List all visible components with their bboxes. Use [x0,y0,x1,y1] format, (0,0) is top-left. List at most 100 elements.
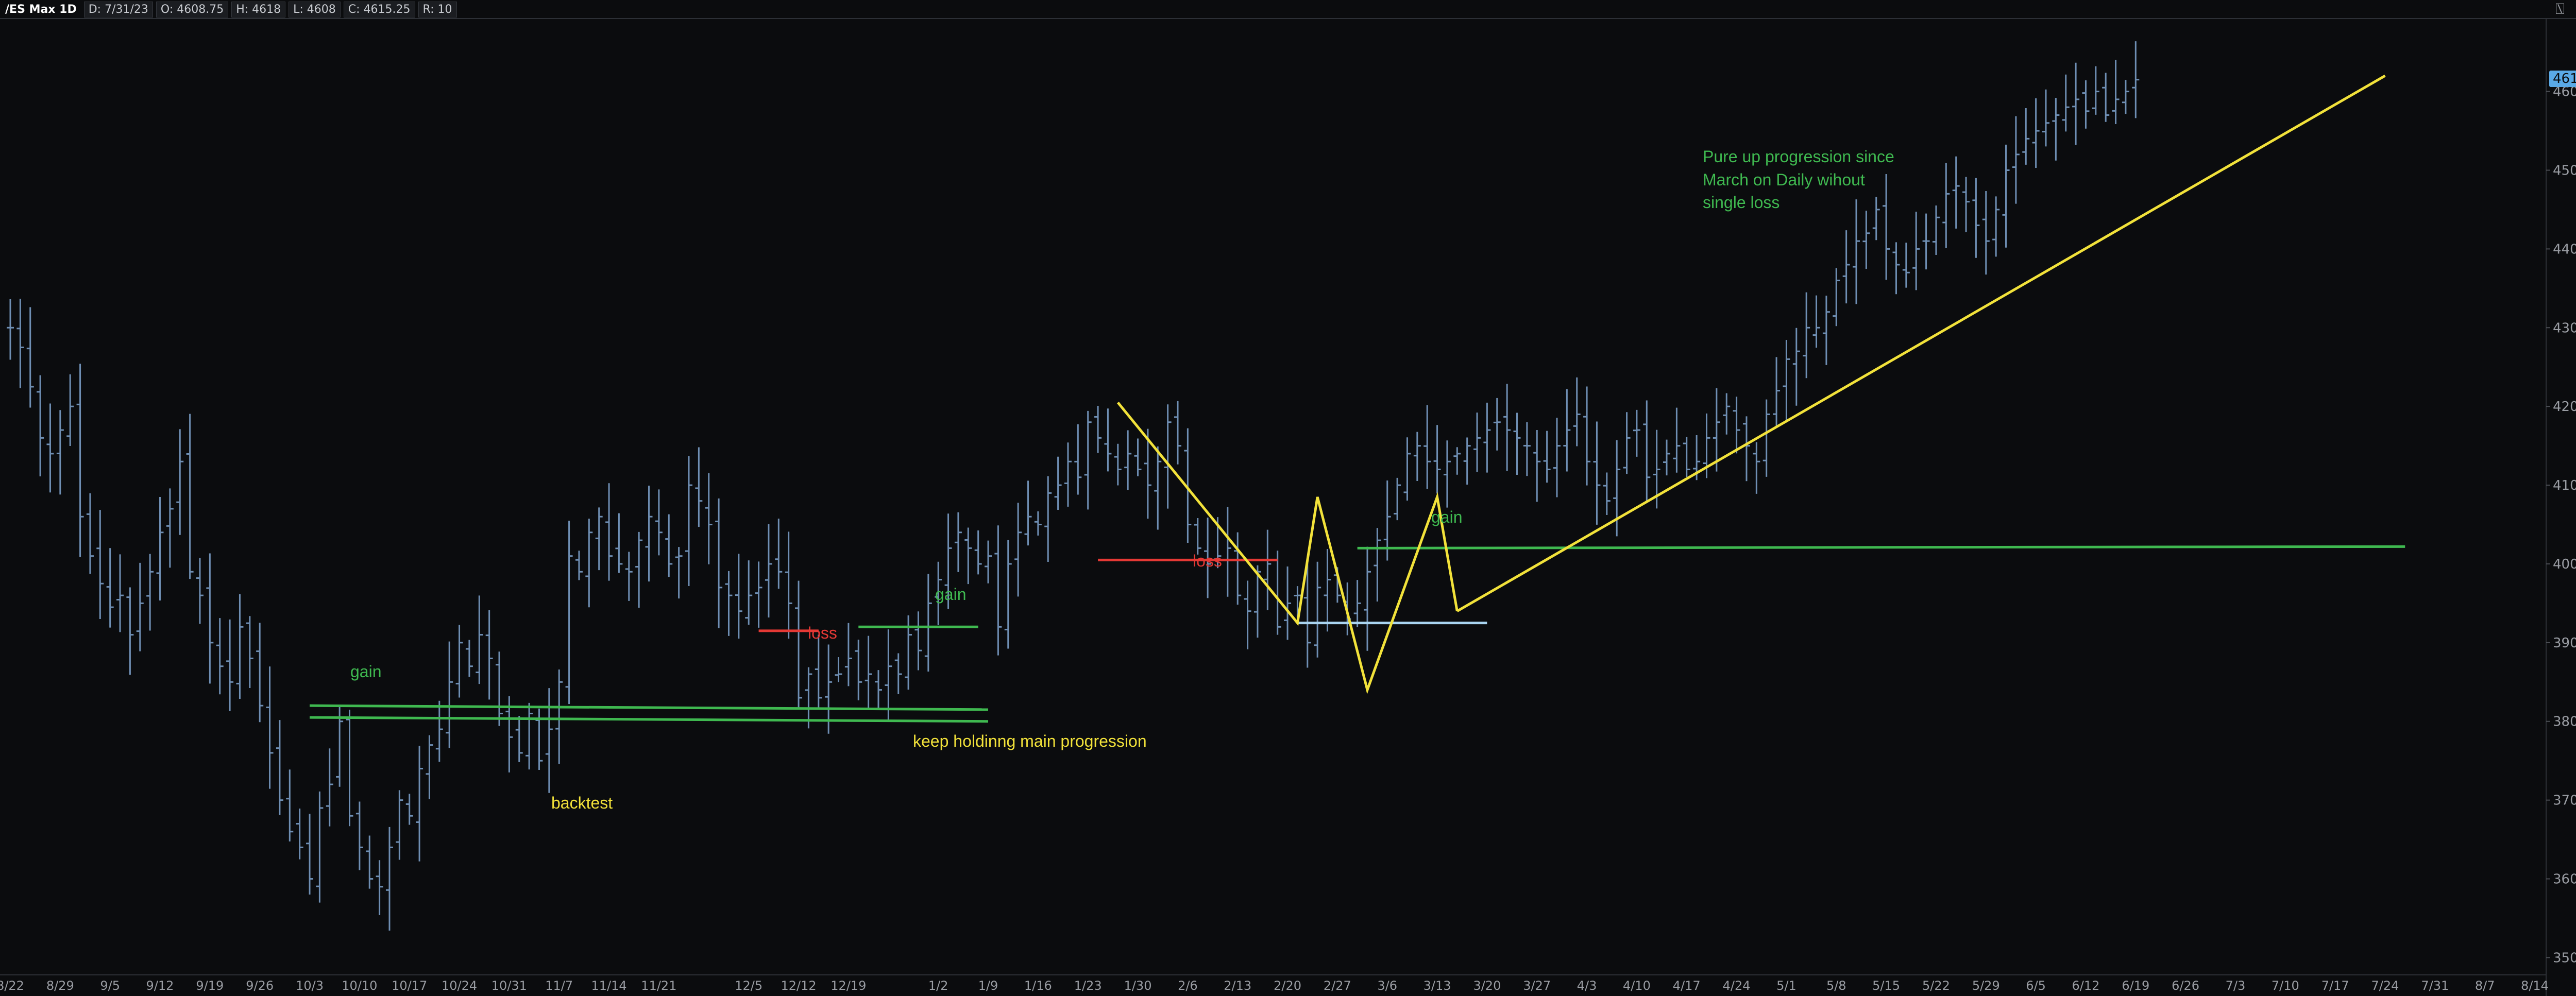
ohlc-bar [1643,400,1651,502]
date-tick-label: 8/14 [2521,978,2549,993]
ohlc-bar [575,551,583,580]
ohlc-bar [186,414,194,579]
ohlc-bar [446,641,453,748]
ohlc-bar [985,540,992,583]
ohlc-bar [1853,199,1860,304]
ohlc-bar [1034,511,1042,536]
ohlc-bar [874,670,882,708]
uptrend-line [1456,74,2386,612]
ohlc-bar [1982,191,1990,275]
ohlc-bar [1014,503,1022,597]
ohlc-bar [1244,580,1251,649]
ohlc-bar [745,560,753,625]
date-tick-label: 7/3 [2226,978,2246,993]
ohlc-bar [755,561,762,628]
drawing-tool-icon[interactable]: ⍂ [2555,1,2565,18]
date-tick-label: 10/17 [392,978,427,993]
ohlc-bar [1792,328,1800,406]
price-tick-label: 3900 [2553,636,2576,651]
ohlc-bar [1803,292,1810,379]
last-price-badge: 4615.25 [2549,70,2576,87]
ohlc-bar [935,561,942,625]
ohlc-bar [246,616,253,688]
ohlc-bar [725,571,733,636]
chart-grid [0,18,2576,996]
date-tick-label: 12/12 [781,978,816,993]
ohlc-bar [1324,548,1331,632]
ohlc-bar [336,706,344,787]
time-axis: 8/22 8/29 9/5 9/12 9/19 9/26 10/3 10/10 10/17 10/… [0,978,2549,993]
date-tick-label: 11/21 [641,978,676,993]
ohlc-bar [805,667,812,729]
ohlc-bar [2082,80,2090,129]
date-tick-label: 8/29 [46,978,74,993]
ohlc-bar [855,640,862,700]
gain-label-1: gain [350,662,382,681]
ohlc-bar [1253,565,1261,638]
date-tick-label: 3/20 [1473,978,1501,993]
ohlc-bar [1413,432,1421,481]
ohlc-bar [844,623,852,686]
ohlc-bar [1713,388,1720,472]
ohlc-bar [1883,174,1890,280]
ohlc-bar [1902,243,1910,288]
ohlc-bar [2002,144,2010,248]
ohlc-bar [416,746,423,862]
ohlc-bar [715,498,723,628]
date-tick-label: 7/17 [2321,978,2349,993]
ohlc-bar [26,307,34,408]
date-tick-label: 2/20 [1274,978,1301,993]
gain-label-3: gain [1431,508,1463,526]
price-tick-label: 3600 [2553,872,2576,887]
ohlc-bar [316,791,324,903]
ohlc-bar [526,702,533,770]
date-tick-label: 7/24 [2371,978,2399,993]
date-tick-label: 2/27 [1324,978,1351,993]
ohlc-bar [964,527,972,585]
date-tick-label: 5/1 [1776,978,1797,993]
ohlc-bar [1833,268,1840,327]
date-tick-label: 1/2 [928,978,948,993]
ohlc-bar [266,666,274,789]
chart-header: /ES Max 1D D: 7/31/23 O: 4608.75 H: 4618… [0,0,457,19]
date-tick-label: 10/10 [342,978,377,993]
ohlc-bar [1024,480,1032,546]
ohlc-bar [1144,428,1151,519]
ohlc-bar [785,531,792,639]
ohlc-bar [1842,230,1850,304]
ohlc-bar [1603,472,1611,515]
ohlc-bar [56,410,64,495]
date-tick-label: 9/19 [196,978,224,993]
ohlc-bar [835,657,842,682]
ohlc-bar [1094,406,1102,453]
ohlc-bar [1184,428,1192,543]
date-tick-label: 8/22 [0,978,24,993]
price-tick-label: 3700 [2553,793,2576,809]
date-tick-label: 9/26 [246,978,274,993]
ohlc-bar [924,574,932,672]
symbol-label[interactable]: /ES Max 1D [5,3,77,16]
date-tick-label: 10/24 [442,978,477,993]
date-tick-label: 12/19 [831,978,866,993]
ohlc-bar [1872,197,1880,241]
ohlc-bar [216,618,224,695]
ohlc-bar [2012,116,2020,204]
ohlc-bar [1134,438,1142,476]
ohlc-bar [2092,66,2099,115]
ohlc-bar [1942,163,1950,248]
ohlc-bar [765,524,772,617]
ohlc-bar [1553,418,1561,497]
loss-label-2: loss [1193,552,1222,570]
ohlc-bar [7,299,14,360]
ohlc-bar [1164,404,1172,509]
ohlc-bar [994,525,1002,656]
ohlc-bar [1004,540,1012,649]
ohlc-bar [1314,561,1321,658]
close-readout: C: 4615.25 [343,1,415,18]
ohlc-bar [1064,442,1072,507]
ohlc-bar [675,547,683,599]
ohlc-bar [645,485,653,582]
backtest-label: backtest [551,794,613,812]
gain-label-2: gain [935,585,967,604]
